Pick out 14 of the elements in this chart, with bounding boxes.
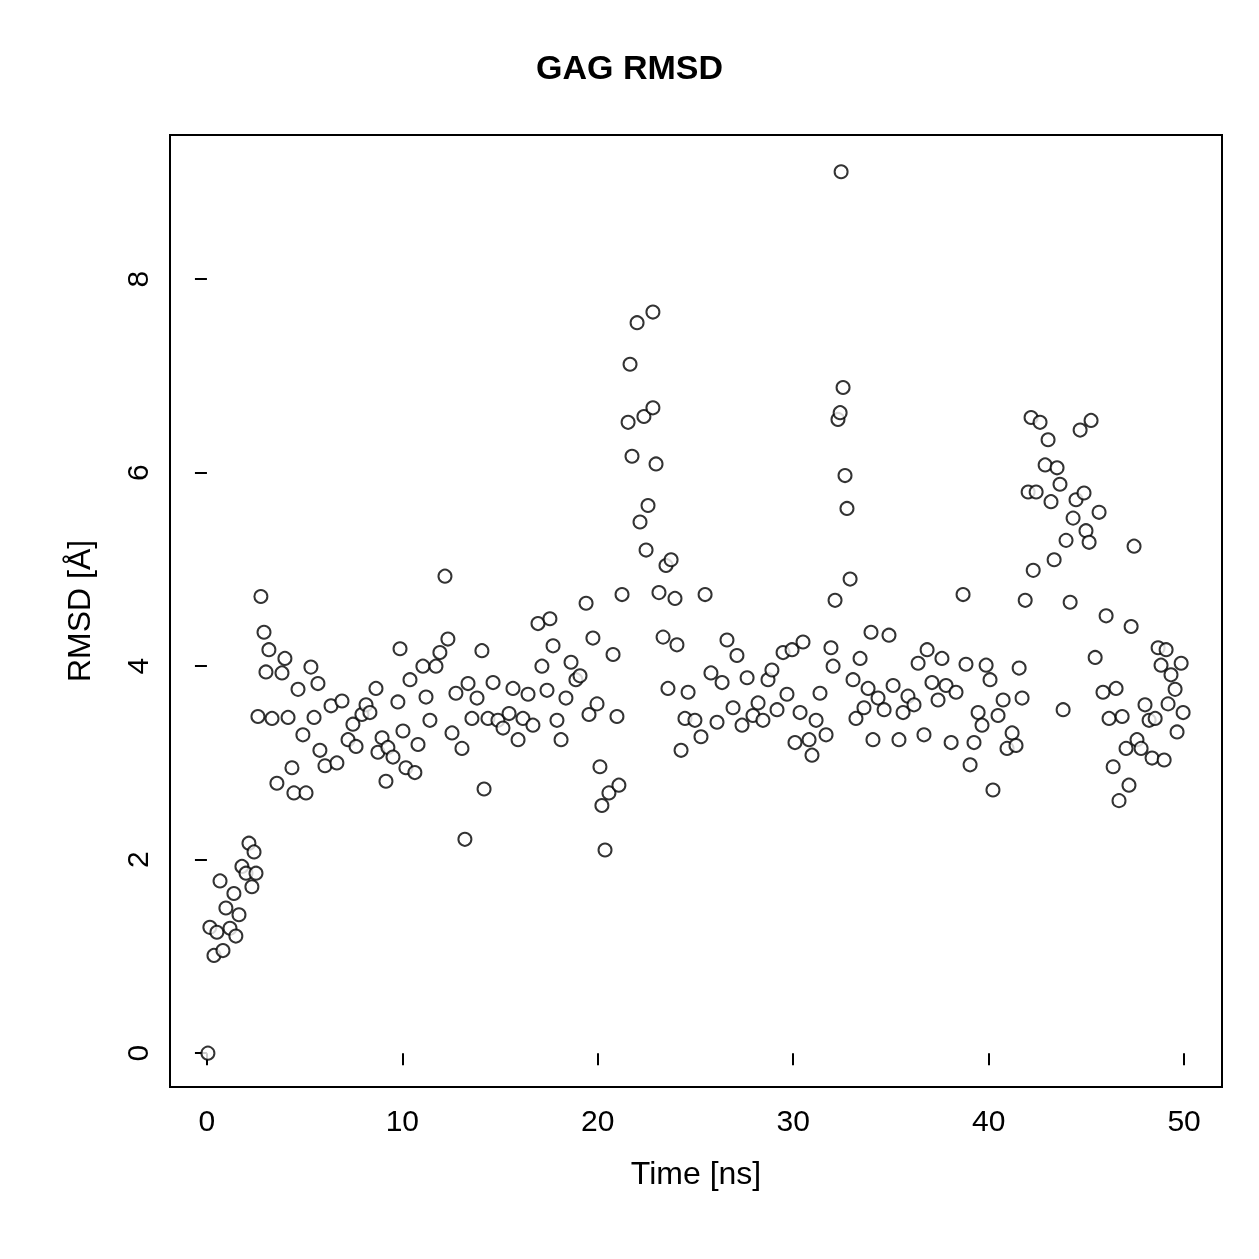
y-tick-label: 6 [120, 464, 154, 481]
x-tick-label: 30 [776, 1103, 810, 1137]
x-axis-title: Time [ns] [630, 1155, 762, 1191]
y-axis-title: RMSD [Å] [61, 539, 97, 683]
y-tick-label: 0 [120, 1044, 154, 1062]
x-tick-label: 0 [198, 1103, 216, 1137]
y-tick-label: 2 [120, 851, 154, 868]
y-tick-label: 4 [120, 657, 154, 675]
y-tick-label: 8 [120, 270, 154, 288]
x-tick-label: 20 [581, 1103, 615, 1137]
chart-title: GAG RMSD [536, 48, 723, 86]
x-tick-label: 50 [1167, 1103, 1201, 1137]
x-tick-label: 40 [971, 1103, 1006, 1137]
x-tick-label: 10 [385, 1103, 420, 1137]
